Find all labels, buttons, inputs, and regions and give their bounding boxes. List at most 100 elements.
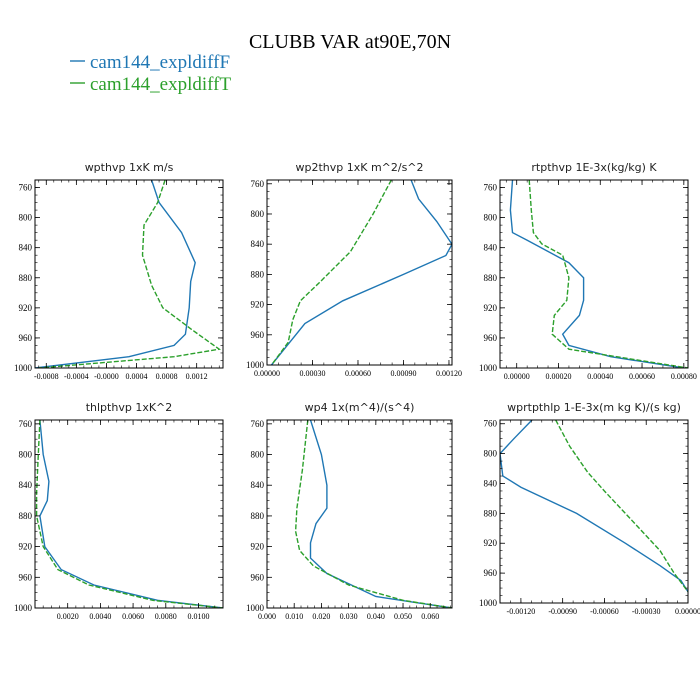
legend-label-expldiffF: cam144_expldiffF <box>90 52 230 73</box>
panel-1: wpthvp 1xK m/s7608008408809209601000-0.0… <box>14 161 224 381</box>
y-tick-label: 840 <box>19 480 33 490</box>
panel-frame <box>499 419 689 604</box>
x-tick-label: -0.00090 <box>548 607 577 616</box>
y-tick-label: 800 <box>484 449 498 459</box>
y-tick-label: 880 <box>484 508 498 518</box>
panels: wpthvp 1xK m/s7608008408809209601000-0.0… <box>14 161 700 621</box>
x-tick-label: 0.00020 <box>545 372 571 381</box>
y-tick-label: 800 <box>251 209 265 219</box>
panel-frame <box>34 179 224 369</box>
x-tick-label: 0.060 <box>421 612 439 621</box>
x-tick-label: 0.030 <box>340 612 358 621</box>
y-tick-label: 960 <box>251 330 265 340</box>
series-line-expldiffF <box>509 180 684 368</box>
y-tick-label: 920 <box>251 542 265 552</box>
y-tick-label: 800 <box>19 450 33 460</box>
panel-title: rtpthvp 1E-3x(kg/kg) K <box>531 161 657 174</box>
y-tick-label: 1000 <box>479 598 498 608</box>
y-tick-label: 880 <box>484 273 498 283</box>
x-tick-label: 0.0012 <box>186 372 208 381</box>
series-line-expldiffT <box>528 180 688 368</box>
y-tick-label: 800 <box>19 213 33 223</box>
y-tick-label: 880 <box>19 511 33 521</box>
panel-frame <box>34 419 224 609</box>
y-tick-label: 840 <box>19 243 33 253</box>
y-tick-label: 760 <box>19 419 33 429</box>
y-tick-label: 1000 <box>14 363 33 373</box>
series-line-expldiffF <box>500 420 688 593</box>
figure-title: CLUBB VAR at90E,70N <box>249 31 451 53</box>
y-tick-label: 760 <box>484 419 498 429</box>
x-tick-label: 0.0100 <box>187 612 209 621</box>
x-tick-label: -0.0004 <box>64 372 89 381</box>
x-tick-label: 0.00000 <box>504 372 530 381</box>
y-tick-label: 960 <box>251 572 265 582</box>
x-tick-label: 0.000 <box>258 612 276 621</box>
y-tick-label: 920 <box>484 538 498 548</box>
series-line-expldiffF <box>39 420 223 608</box>
panel-frame <box>266 179 453 366</box>
series-line-expldiffT <box>35 420 223 608</box>
series-line-expldiffF <box>270 180 452 365</box>
x-tick-label: 0.050 <box>394 612 412 621</box>
x-tick-label: 0.0004 <box>126 372 148 381</box>
panel-title: wprtpthlp 1-E-3x(m kg K)/(s kg) <box>507 401 681 414</box>
y-tick-label: 880 <box>251 269 265 279</box>
y-tick-label: 760 <box>484 183 498 193</box>
x-tick-label: 0.0080 <box>155 612 177 621</box>
x-tick-label: 0.010 <box>285 612 303 621</box>
y-tick-label: 1000 <box>479 363 498 373</box>
x-tick-label: 0.00040 <box>587 372 613 381</box>
x-tick-label: 0.040 <box>367 612 385 621</box>
x-tick-label: 0.00080 <box>671 372 697 381</box>
panel-title: wpthvp 1xK m/s <box>85 161 174 174</box>
x-tick-label: 0.00000 <box>254 369 280 378</box>
series-line-expldiffF <box>309 420 452 608</box>
panel-title: thlpthvp 1xK^2 <box>86 401 173 414</box>
panel-4: thlpthvp 1xK^2 760 800 840 880 920 960 1000 0.00… <box>14 401 224 621</box>
series-line-expldiffT <box>38 180 221 368</box>
panel-5: wp4 1x(m^4)/(s^4)76080084088092096010000… <box>246 401 453 621</box>
y-tick-label: 760 <box>251 179 265 189</box>
x-tick-label: -0.0000 <box>94 372 119 381</box>
y-tick-label: 1000 <box>14 603 33 613</box>
x-tick-label: -0.0008 <box>34 372 59 381</box>
y-tick-label: 960 <box>19 333 33 343</box>
y-tick-label: 960 <box>484 333 498 343</box>
y-tick-label: 1000 <box>246 360 265 370</box>
series-line-expldiffF <box>35 180 196 368</box>
x-tick-label: 0.00090 <box>390 369 416 378</box>
y-tick-label: 760 <box>19 183 33 193</box>
x-tick-label: 0.0008 <box>156 372 178 381</box>
y-tick-label: 840 <box>484 478 498 488</box>
x-tick-label: 0.0020 <box>57 612 79 621</box>
y-tick-label: 1000 <box>246 603 265 613</box>
panel-frame <box>499 179 689 369</box>
x-tick-label: 0.00060 <box>345 369 371 378</box>
y-tick-label: 800 <box>484 213 498 223</box>
x-tick-label: 0.020 <box>312 612 330 621</box>
y-tick-label: 960 <box>19 572 33 582</box>
y-tick-label: 800 <box>251 450 265 460</box>
y-tick-label: 840 <box>251 480 265 490</box>
panel-title: wp4 1x(m^4)/(s^4) <box>305 401 415 414</box>
panel-3: rtpthvp 1E-3x(kg/kg) K 760 800 840 880 920 960… <box>479 161 697 381</box>
y-tick-label: 880 <box>19 273 33 283</box>
x-tick-label: 0.00030 <box>299 369 325 378</box>
panel-frame <box>266 419 453 609</box>
x-tick-label: 0.0040 <box>89 612 111 621</box>
x-tick-label: 0.00060 <box>629 372 655 381</box>
y-tick-label: 880 <box>251 511 265 521</box>
y-tick-label: 960 <box>484 568 498 578</box>
x-tick-label: -0.00120 <box>507 607 536 616</box>
x-tick-label: -0.00060 <box>590 607 619 616</box>
y-tick-label: 840 <box>251 239 265 249</box>
series-line-expldiffT <box>294 420 452 608</box>
y-tick-label: 840 <box>484 243 498 253</box>
x-tick-label: 0.0060 <box>122 612 144 621</box>
panel-6: wprtpthlp 1-E-3x(m kg K)/(s kg) 760 800 840… <box>479 401 700 616</box>
legend: cam144_expldiffF cam144_expldiffT <box>70 52 231 95</box>
panel-2: wp2thvp 1xK m^2/s^2 760 800 840 880 920 960 100… <box>246 161 462 378</box>
y-tick-label: 920 <box>251 300 265 310</box>
